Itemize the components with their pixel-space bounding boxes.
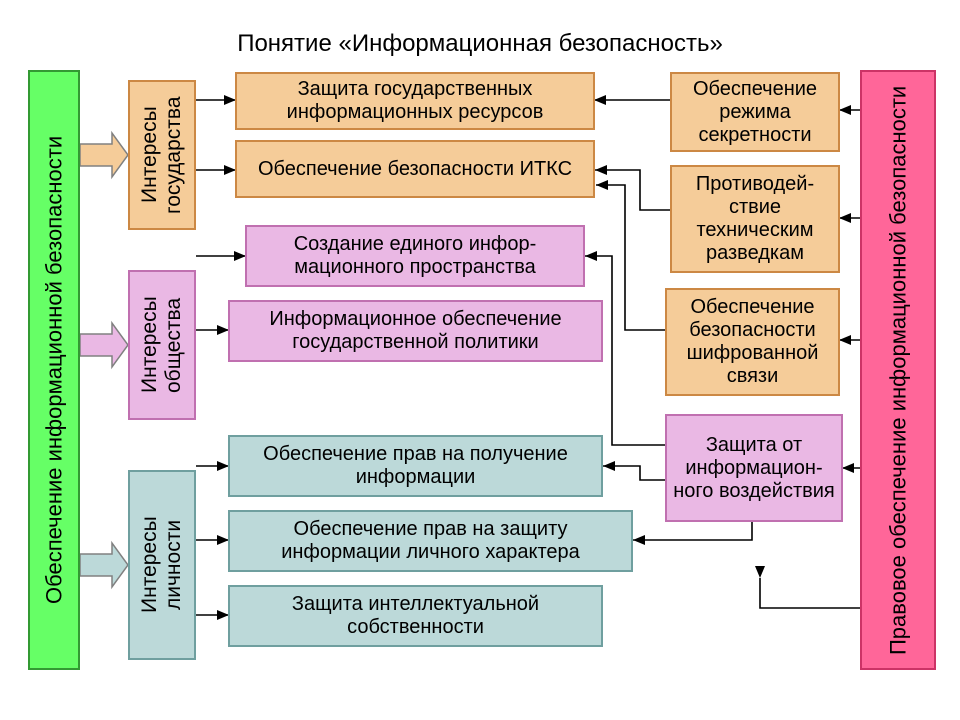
left-pillar-label: Обеспечение информационной безопасности [41,136,66,604]
node-right-to-info: Обеспечение прав на получение информации [228,435,603,497]
node-itks: Обеспечение безопасности ИТКС [235,140,595,198]
node-ip-label: Защита интеллектуальной собственности [236,593,595,639]
node-cipher: Обеспечение безопасности шифрованной свя… [665,288,840,396]
right-pillar: Правовое обеспечение информационной безо… [860,70,936,670]
node-gov-policy: Информационное обеспечение государственн… [228,300,603,362]
node-itks-label: Обеспечение безопасности ИТКС [258,158,572,181]
interests-person-label: Интересы личности [138,476,186,654]
interests-society: Интересы общества [128,270,196,420]
node-ip: Защита интеллектуальной собственности [228,585,603,647]
title-text: Понятие «Информационная безопасность» [237,30,723,57]
node-personal-info-label: Обеспечение прав на защиту информации ли… [236,518,625,564]
node-personal-info: Обеспечение прав на защиту информации ли… [228,510,633,572]
diagram-title: Понятие «Информационная безопасность» [0,30,960,58]
node-secrecy: Обеспечение режима секретности [670,72,840,152]
right-pillar-label: Правовое обеспечение информационной безо… [885,85,910,654]
node-info-space: Создание единого инфор- мационного прост… [245,225,585,287]
node-counterintel-label: Противодей- ствие техническим разведкам [678,173,832,265]
diagram-stage: Понятие «Информационная безопасность» Об… [0,0,960,720]
interests-person: Интересы личности [128,470,196,660]
interests-state-label: Интересы государства [138,86,186,224]
node-cipher-label: Обеспечение безопасности шифрованной свя… [673,296,832,388]
node-state-resources: Защита государственных информационных ре… [235,72,595,130]
node-info-impact: Защита от информацион- ного воздействия [665,414,843,522]
left-pillar: Обеспечение информационной безопасности [28,70,80,670]
interests-state: Интересы государства [128,80,196,230]
node-state-resources-label: Защита государственных информационных ре… [243,78,587,124]
node-gov-policy-label: Информационное обеспечение государственн… [236,308,595,354]
node-counterintel: Противодей- ствие техническим разведкам [670,165,840,273]
node-right-to-info-label: Обеспечение прав на получение информации [236,443,595,489]
node-secrecy-label: Обеспечение режима секретности [678,78,832,147]
interests-society-label: Интересы общества [138,276,186,414]
node-info-space-label: Создание единого инфор- мационного прост… [253,233,577,279]
node-info-impact-label: Защита от информацион- ного воздействия [673,434,835,503]
